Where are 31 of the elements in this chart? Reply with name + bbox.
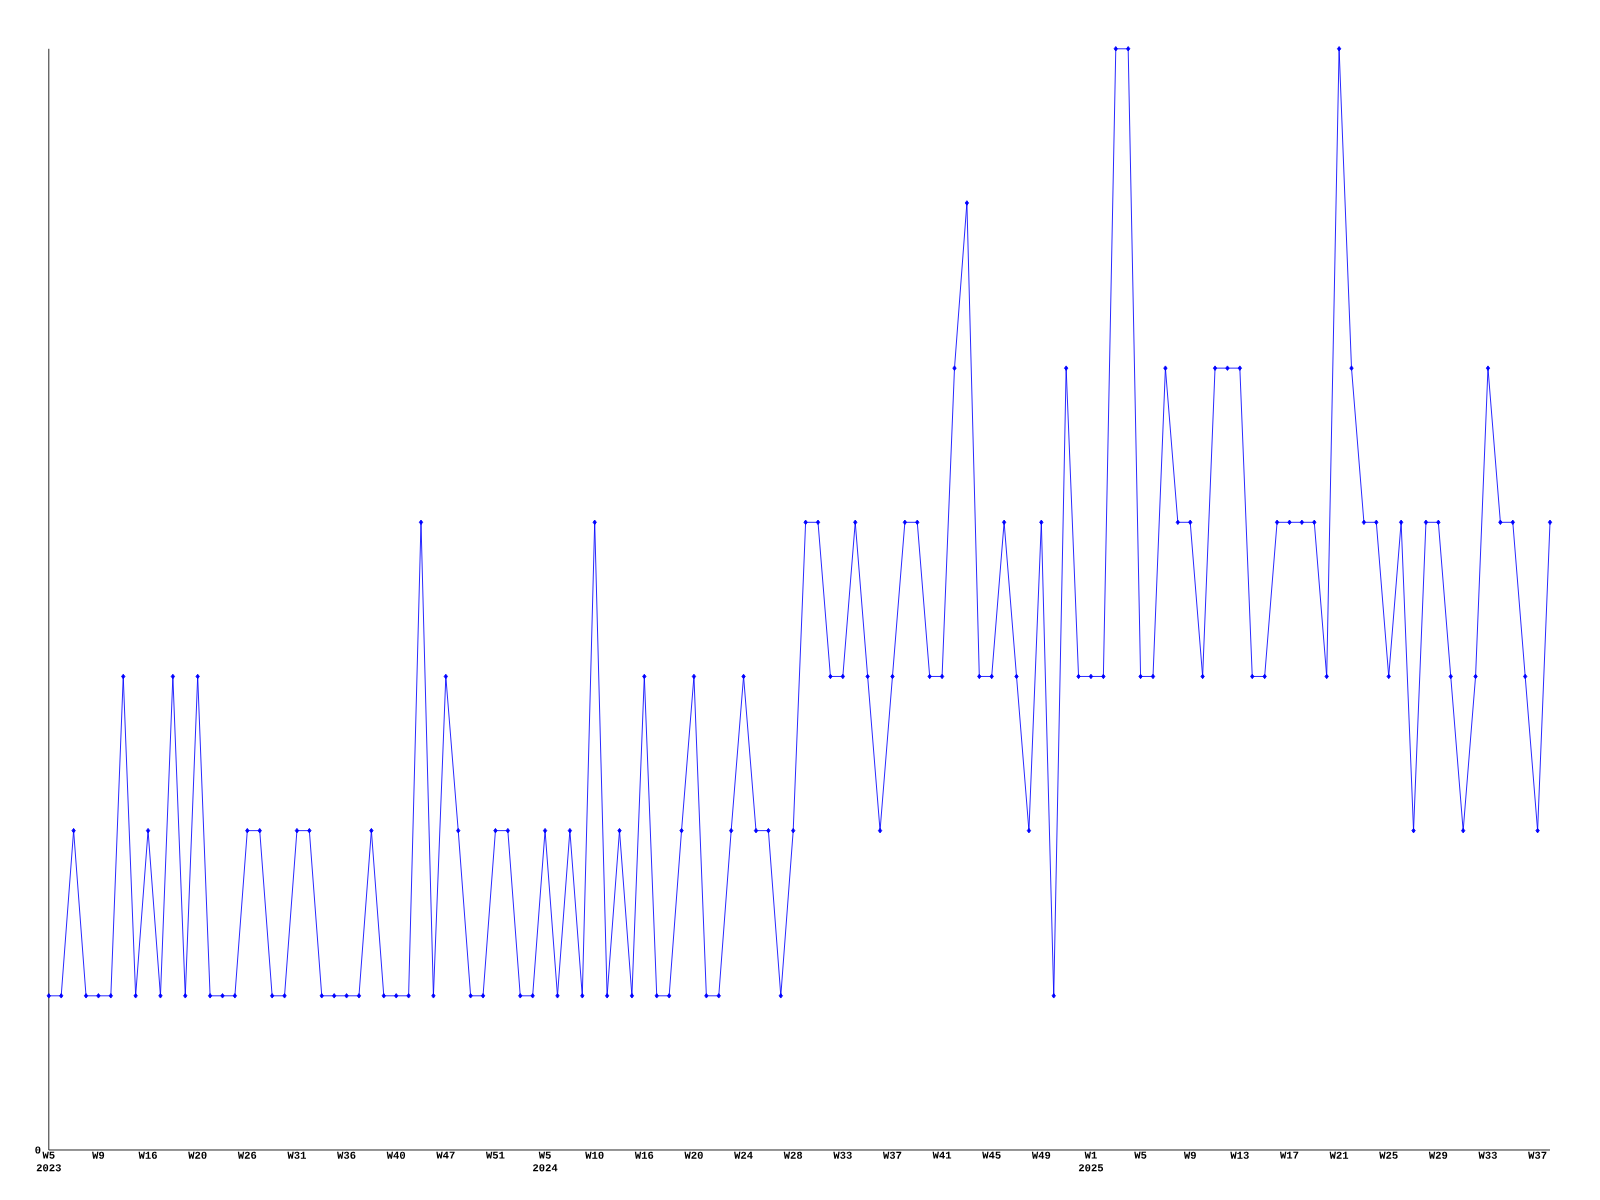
x-tick-label: W33: [1478, 1151, 1497, 1159]
x-tick-label: W49: [1031, 1151, 1051, 1159]
x-tick-label: W25: [1379, 1151, 1398, 1159]
x-tick-label: W28: [783, 1151, 803, 1159]
x-tick-label: W13: [1230, 1151, 1249, 1159]
text: 0: [35, 1146, 41, 1154]
x-tick-label: W17: [1279, 1151, 1299, 1159]
x-tick-label: W26: [237, 1151, 257, 1159]
x-tick-label: W33: [833, 1151, 852, 1159]
x-tick-label: W31: [287, 1151, 306, 1159]
x-tick-label: W21: [1329, 1151, 1349, 1159]
x-tick-label: W1 2025: [1078, 1151, 1104, 1172]
x-tick-label: W20: [188, 1151, 207, 1159]
x-tick-label: W36: [337, 1151, 356, 1159]
x-tick-label: W16: [634, 1151, 654, 1159]
x-tick-label: W5: [1134, 1151, 1147, 1159]
x-tick-label: W45: [982, 1151, 1001, 1159]
x-tick-label: W37: [882, 1151, 902, 1159]
x-tick-label: W9: [1183, 1151, 1196, 1159]
x-tick-label: W29: [1428, 1151, 1448, 1159]
x-tick-label: W5 2024: [533, 1151, 558, 1172]
x-tick-label: W10: [585, 1151, 604, 1159]
x-tick-label: W24: [734, 1151, 753, 1159]
x-tick-label: W51: [485, 1151, 505, 1159]
x-tick-label: W41: [932, 1151, 952, 1159]
x-tick-label: W37: [1528, 1151, 1547, 1159]
x-tick-label: W16: [138, 1151, 157, 1159]
x-tick-label: W40: [386, 1151, 406, 1159]
x-tick-label: W47: [436, 1151, 455, 1159]
x-tick-label: W9: [92, 1151, 105, 1159]
x-tick-label: W20: [684, 1151, 703, 1159]
